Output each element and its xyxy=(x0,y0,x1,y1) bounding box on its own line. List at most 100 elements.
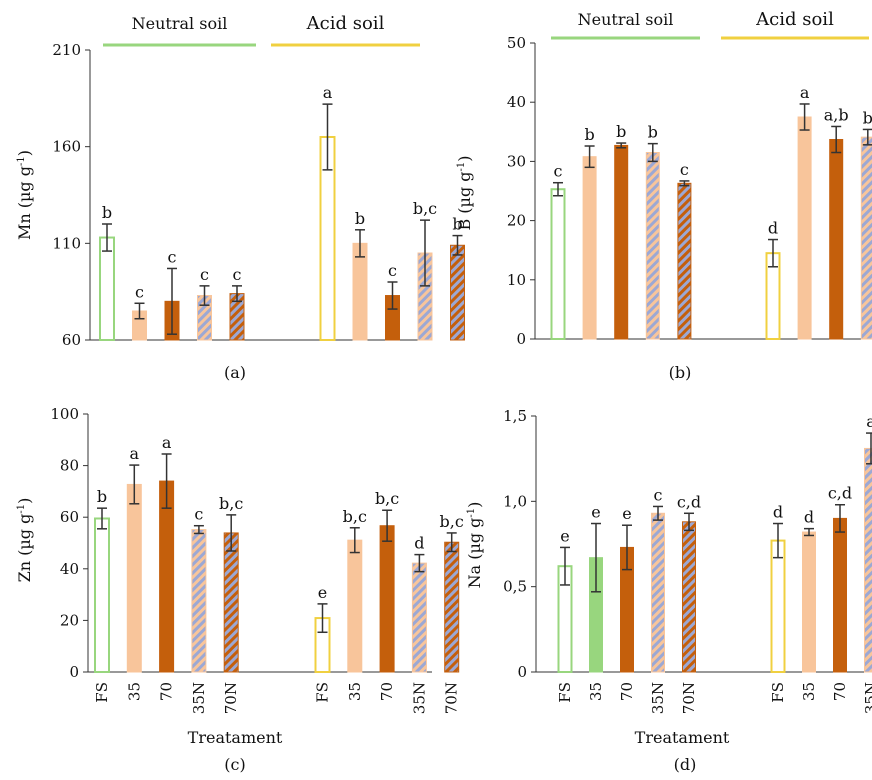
x-tick-label: 70N xyxy=(443,682,461,714)
significance-letter: d xyxy=(773,503,783,522)
significance-letter: c xyxy=(654,485,663,504)
y-axis-label-close: ) xyxy=(15,498,34,504)
bar-35-neutral xyxy=(126,483,142,673)
x-tick-label: 35N xyxy=(649,682,667,714)
significance-letter: c xyxy=(233,265,242,284)
significance-letter: b xyxy=(102,203,112,222)
y-tick-label: 30 xyxy=(507,152,526,170)
y-tick-label: 1,5 xyxy=(503,407,527,425)
bar-35n-acid xyxy=(864,447,872,673)
y-axis-label-superscript: -1 xyxy=(456,162,467,172)
y-tick-label: 0 xyxy=(69,663,79,681)
significance-letter: c xyxy=(680,160,689,179)
x-tick-label: 70 xyxy=(378,682,396,701)
significance-letter: a xyxy=(866,412,872,431)
significance-letter: e xyxy=(560,526,569,545)
bar-35-neutral xyxy=(582,156,597,340)
bar-fs-acid xyxy=(770,539,786,673)
x-tick-label: 70 xyxy=(158,682,176,701)
x-tick-label: 70 xyxy=(831,682,849,701)
significance-letter: b,c xyxy=(343,507,367,526)
significance-letter: b xyxy=(648,123,658,142)
chart-panel-c: 0 20 40 60 80 100 Zn (µg g-1) b FS a 35 a 70 c 35N b,c 7… xyxy=(15,405,464,774)
bar-70n-neutral xyxy=(677,182,692,340)
bar-fs-neutral xyxy=(94,517,110,673)
x-tick-label: FS xyxy=(769,682,787,703)
y-tick-label: 0 xyxy=(516,330,526,348)
y-tick-label: 0 xyxy=(517,663,527,681)
bar-35-acid xyxy=(352,242,368,341)
y-tick-label: 20 xyxy=(507,212,526,230)
significance-letter: c xyxy=(554,162,563,181)
significance-letter: b xyxy=(452,215,462,234)
bar-70-acid xyxy=(833,517,847,673)
x-tick-label: 35N xyxy=(410,682,428,714)
bar-70n-neutral xyxy=(223,532,239,673)
significance-letter: b,c xyxy=(375,489,399,508)
significance-letter: c xyxy=(135,282,144,301)
y-axis-label-main: Mn (µg g xyxy=(15,166,34,240)
group-label: Neutral soil xyxy=(132,14,228,33)
significance-letter: c xyxy=(200,265,209,284)
significance-letter: a xyxy=(162,433,172,452)
bar-70n-acid xyxy=(444,541,460,673)
chart-panel-b: 0 10 20 30 40 50 B (µg g-1) c b b b c d a a,b b b Neutral… xyxy=(455,9,872,382)
significance-letter: b,c xyxy=(219,494,243,513)
significance-letter: a xyxy=(323,83,333,102)
y-axis-label: Mn (µg g-1) xyxy=(15,150,34,240)
y-axis-label: B (µg g-1) xyxy=(455,155,474,230)
y-tick-label: 50 xyxy=(507,34,526,52)
y-tick-label: 40 xyxy=(60,560,79,578)
bar-70-acid xyxy=(829,138,844,340)
significance-letter: e xyxy=(622,504,631,523)
bar-70-neutral xyxy=(614,144,629,340)
significance-letter: b xyxy=(863,108,872,127)
y-axis-label-main: Zn (µg g xyxy=(15,514,34,583)
significance-letter: e xyxy=(318,583,327,602)
y-tick-label: 1,0 xyxy=(503,492,527,510)
y-axis-label: Na (µg g-1) xyxy=(465,502,484,589)
x-axis-title: Treatament xyxy=(635,728,730,747)
y-tick-label: 20 xyxy=(60,611,79,629)
y-axis-label-close: ) xyxy=(465,502,484,508)
significance-letter: b xyxy=(616,122,626,141)
panel-caption: (a) xyxy=(224,363,246,382)
y-tick-label: 80 xyxy=(60,457,79,475)
panel-caption: (c) xyxy=(224,755,245,774)
significance-letter: e xyxy=(591,503,600,522)
group-label: Acid soil xyxy=(755,9,834,30)
x-tick-label: 35N xyxy=(190,682,208,714)
y-axis-label-main: B (µg g xyxy=(455,171,474,230)
bar-35n-acid xyxy=(860,136,872,340)
significance-letter: c xyxy=(194,505,203,524)
x-tick-label: 70 xyxy=(618,682,636,701)
y-tick-label: 160 xyxy=(52,138,81,156)
x-tick-label: 35 xyxy=(125,682,143,701)
y-tick-label: 10 xyxy=(507,271,526,289)
y-axis-label-superscript: -1 xyxy=(16,156,27,166)
x-tick-label: 35N xyxy=(862,682,872,714)
x-tick-label: FS xyxy=(93,682,111,703)
significance-letter: a,b xyxy=(824,105,849,124)
bar-35-acid xyxy=(802,531,816,673)
bar-70n-neutral xyxy=(682,521,696,673)
bar-35n-neutral xyxy=(645,152,660,340)
y-axis-label-main: Na (µg g xyxy=(465,518,484,589)
group-label: Acid soil xyxy=(306,13,385,34)
significance-letter: d xyxy=(768,219,778,238)
y-tick-label: 100 xyxy=(50,405,79,423)
bar-35n-neutral xyxy=(651,512,665,673)
x-tick-label: FS xyxy=(314,682,332,703)
significance-letter: c xyxy=(388,261,397,280)
bar-70-acid xyxy=(379,525,395,673)
significance-letter: b,c xyxy=(413,199,437,218)
significance-letter: a xyxy=(130,444,140,463)
significance-letter: c,d xyxy=(677,492,701,511)
significance-letter: b xyxy=(97,487,107,506)
y-tick-label: 210 xyxy=(52,41,81,59)
x-axis-title: Treatament xyxy=(188,728,283,747)
x-tick-label: 35 xyxy=(346,682,364,701)
y-tick-label: 60 xyxy=(60,508,79,526)
significance-letter: b,c xyxy=(440,512,464,531)
